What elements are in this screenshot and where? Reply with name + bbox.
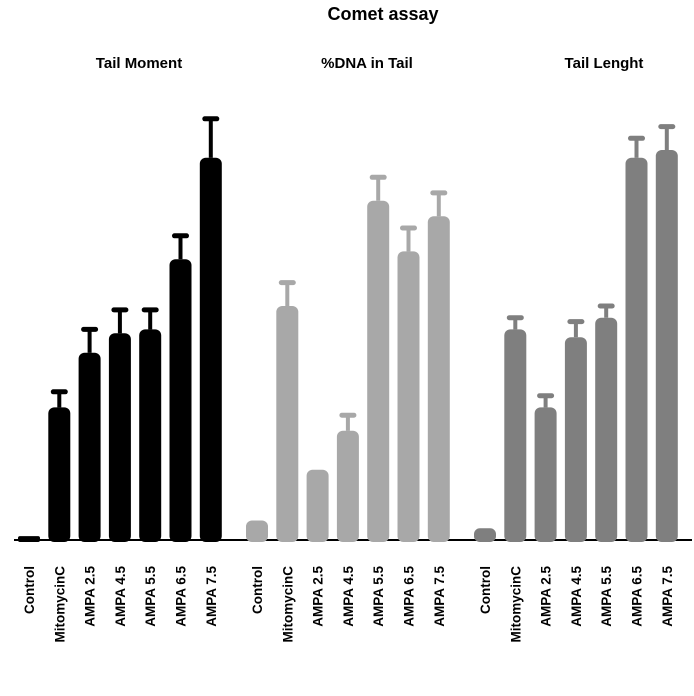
tick-label: AMPA 2.5 — [83, 566, 98, 627]
bar — [169, 259, 192, 542]
bar — [78, 352, 101, 542]
bar — [564, 337, 587, 542]
bar — [534, 407, 557, 542]
tick-label: AMPA 7.5 — [432, 566, 447, 627]
bar — [504, 329, 527, 542]
panel-1: %DNA in Tail Control MitomycinC AMPA 2.5 AMP… — [246, 55, 450, 643]
chart-title: Comet assay — [327, 4, 438, 24]
bar — [367, 200, 390, 542]
bar — [336, 430, 359, 542]
panel-title: Tail Moment — [96, 55, 182, 72]
tick-label: Control — [250, 566, 265, 614]
panel-2: Tail Lenght Control MitomycinC AMPA 2.5 AMPA… — [474, 55, 678, 643]
tick-label: AMPA 7.5 — [660, 566, 675, 627]
tick-label: AMPA 2.5 — [311, 566, 326, 627]
bar — [108, 333, 131, 542]
panel-title: Tail Lenght — [565, 55, 644, 72]
tick-label: AMPA 7.5 — [204, 566, 219, 627]
bar — [306, 469, 329, 542]
tick-label: AMPA 5.5 — [371, 566, 386, 627]
panel-title: %DNA in Tail — [321, 55, 413, 72]
bar — [246, 520, 268, 542]
tick-label: AMPA 6.5 — [402, 566, 417, 627]
tick-label: AMPA 4.5 — [569, 566, 584, 627]
bar — [276, 306, 299, 542]
bar — [655, 150, 678, 542]
tick-label: Control — [478, 566, 493, 614]
tick-label: MitomycinC — [508, 566, 523, 643]
bar — [199, 157, 222, 543]
bar — [625, 157, 648, 543]
bar — [427, 216, 450, 543]
panel-0: Tail Moment Control MitomycinC AMPA 2.5 AMPA… — [18, 55, 222, 643]
panels-group: Tail Moment Control MitomycinC AMPA 2.5 AMPA… — [18, 55, 678, 643]
bar — [18, 536, 40, 542]
tick-label: AMPA 4.5 — [341, 566, 356, 627]
tick-label: AMPA 5.5 — [599, 566, 614, 627]
bar — [48, 407, 71, 542]
bar — [595, 317, 618, 542]
tick-label: AMPA 2.5 — [539, 566, 554, 627]
tick-label: MitomycinC — [280, 566, 295, 643]
tick-label: Control — [22, 566, 37, 614]
tick-label: AMPA 4.5 — [113, 566, 128, 627]
bar — [139, 329, 162, 542]
bar — [397, 251, 420, 542]
bar — [474, 528, 496, 542]
tick-label: AMPA 6.5 — [174, 566, 189, 627]
tick-label: AMPA 6.5 — [630, 566, 645, 627]
tick-label: AMPA 5.5 — [143, 566, 158, 627]
tick-label: MitomycinC — [52, 566, 67, 643]
